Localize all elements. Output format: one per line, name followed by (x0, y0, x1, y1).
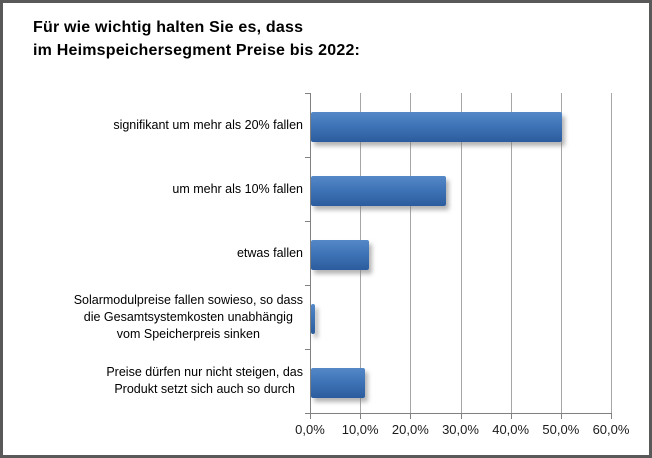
x-axis-tick-label: 10,0% (341, 422, 379, 437)
y-axis-line (310, 93, 311, 414)
x-axis-tick-label: 20,0% (391, 422, 429, 437)
bar-category-3 (311, 240, 369, 270)
x-axis-tick-label: 60,0% (592, 422, 630, 437)
gridline-60,0% (611, 93, 612, 413)
category-label-text: Solarmodulpreise fallen sowieso, so dass… (73, 292, 303, 341)
x-axis-tick (310, 413, 311, 419)
category-label-text: signifikant um mehr als 20% fallen (113, 117, 303, 132)
category-label-2: um mehr als 10% fallen (172, 157, 303, 221)
category-label-3: etwas fallen (237, 221, 303, 285)
gridline-20,0% (410, 93, 412, 413)
category-label-text: Preise dürfen nur nicht steigen, das Prod… (106, 365, 303, 396)
x-axis-tick-label: 0,0% (295, 422, 325, 437)
gridline-50,0% (560, 93, 562, 413)
x-axis-line (310, 413, 612, 414)
chart-title: Für wie wichtig halten Sie es, dass im H… (33, 16, 360, 62)
x-axis-tick (560, 413, 562, 419)
y-axis-tick (305, 93, 310, 94)
x-axis-tick (360, 413, 362, 419)
category-label-1: signifikant um mehr als 20% fallen (113, 93, 303, 157)
bar-category-2 (311, 176, 446, 206)
bar-category-1 (311, 112, 562, 142)
y-axis-tick (305, 413, 310, 414)
chart-title-line-1: Für wie wichtig halten Sie es, dass (33, 19, 304, 36)
category-label-text: etwas fallen (236, 245, 303, 260)
x-axis-tick (611, 413, 612, 419)
category-label-4: Solarmodulpreise fallen sowieso, so dass… (74, 285, 303, 349)
x-axis-tick (510, 413, 512, 419)
category-label-5: Preise dürfen nur nicht steigen, das Prod… (106, 349, 303, 413)
category-label-text: um mehr als 10% fallen (172, 181, 303, 196)
x-axis-tick-label: 30,0% (442, 422, 479, 437)
plot-area: 0,0% 10,0% 20,0% 30,0% 40,0% 50,0% 60,0% signif… (3, 3, 649, 455)
y-axis-tick (305, 221, 310, 222)
gridline-30,0% (460, 93, 462, 413)
y-axis-tick (305, 349, 310, 350)
x-axis-tick-label: 40,0% (492, 422, 530, 437)
x-axis-tick (460, 413, 462, 419)
x-axis-tick-label: 50,0% (542, 422, 580, 437)
bar-category-5 (311, 368, 366, 398)
y-axis-tick (305, 285, 310, 286)
bar-category-4 (311, 304, 315, 334)
x-axis-tick (410, 413, 412, 419)
y-axis-tick (305, 157, 310, 158)
gridline-40,0% (510, 93, 512, 413)
chart-title-line-2: im Heimspeichersegment Preise bis 2022: (33, 42, 361, 59)
